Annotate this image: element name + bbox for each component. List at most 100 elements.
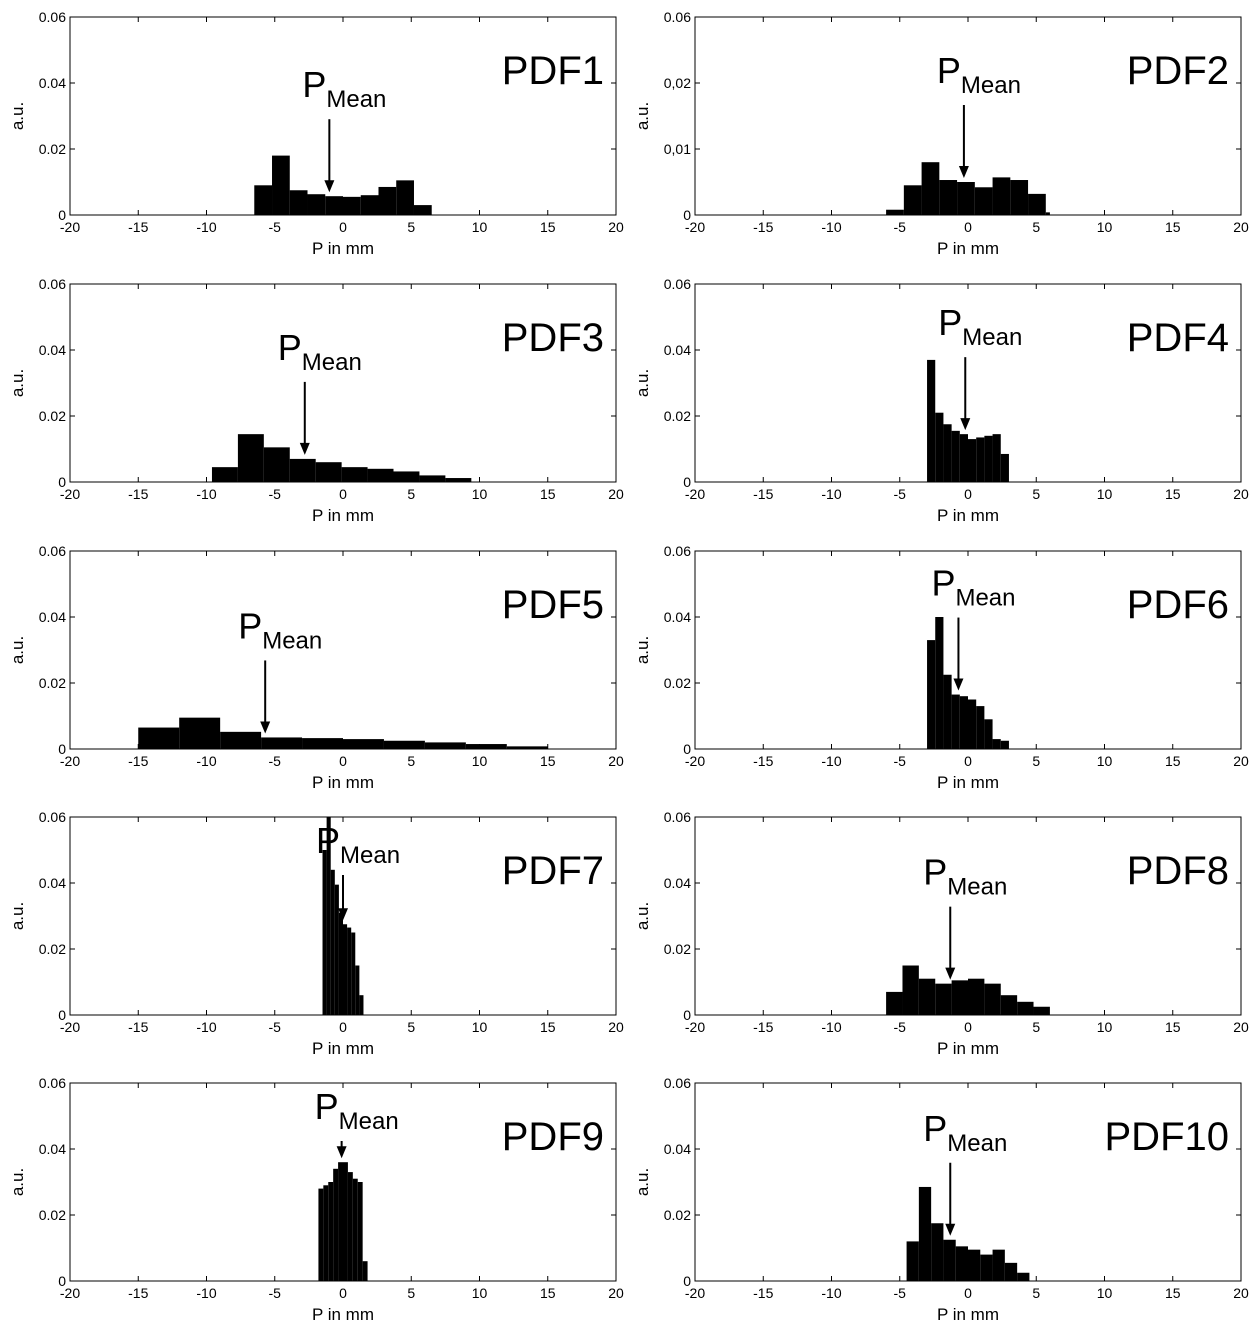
pmean-subscript: Mean <box>340 842 400 869</box>
x-tick-label: -10 <box>821 486 841 502</box>
x-tick-label: 0 <box>964 753 972 769</box>
x-tick-label: 0 <box>964 1019 972 1035</box>
y-tick-label: 0.02 <box>39 408 66 424</box>
x-tick-label: 5 <box>1032 1285 1040 1301</box>
x-tick-label: -15 <box>128 1019 148 1035</box>
y-tick-label: 0,02 <box>664 75 691 91</box>
x-tick-label: -20 <box>685 1019 705 1035</box>
histogram-bar <box>357 1182 363 1281</box>
chart-panel-5: -20 -15 -10 -5 0 5 10 15 20 0 0.02 0.04 0.06 P in mm a… <box>8 543 624 792</box>
x-tick-label: 5 <box>407 486 415 502</box>
x-tick-label: -15 <box>128 1285 148 1301</box>
histogram-bar <box>903 185 922 215</box>
y-tick-label: 0.06 <box>39 809 66 825</box>
histogram-bar <box>918 978 936 1015</box>
x-tick-label: -5 <box>269 219 282 235</box>
x-tick-label: -20 <box>60 1285 80 1301</box>
pmean-subscript: Mean <box>961 72 1021 99</box>
y-tick-label: 0.04 <box>39 609 66 625</box>
pmean-label: PMean <box>937 50 1021 99</box>
y-tick-label: 0.04 <box>664 342 691 358</box>
histogram-bar <box>325 196 343 215</box>
histogram-bar <box>927 359 936 482</box>
histogram-bar <box>974 187 993 215</box>
x-tick-label: -15 <box>753 753 773 769</box>
y-tick-label: 0.06 <box>39 9 66 25</box>
pmean-symbol: P <box>278 327 302 368</box>
histogram-bar <box>943 424 952 482</box>
x-tick-label: 10 <box>1097 1285 1113 1301</box>
panel-title: PDF5 <box>502 583 604 627</box>
x-tick-label: -5 <box>269 486 282 502</box>
x-tick-label: -15 <box>753 486 773 502</box>
y-tick-label: 0.06 <box>39 276 66 292</box>
x-tick-label: -15 <box>753 219 773 235</box>
y-tick-label: 0.06 <box>39 543 66 559</box>
y-axis-label: a.u. <box>8 636 27 664</box>
histogram-bar <box>992 739 1001 749</box>
x-tick-label: 0 <box>964 486 972 502</box>
x-tick-label: -20 <box>60 219 80 235</box>
pmean-symbol: P <box>937 50 961 91</box>
x-axis-label: P in mm <box>312 506 374 525</box>
histogram-bar <box>307 194 326 215</box>
histogram-bar <box>322 850 327 1015</box>
x-tick-label: 10 <box>472 219 488 235</box>
pmean-label: PMean <box>923 852 1007 901</box>
histogram-bar <box>980 1254 993 1281</box>
pmean-label: PMean <box>316 820 400 869</box>
x-tick-label: 10 <box>472 753 488 769</box>
histogram-bar <box>951 430 960 482</box>
pmean-label: PMean <box>938 302 1022 351</box>
x-tick-label: 0 <box>339 486 347 502</box>
y-tick-label: 0.04 <box>39 342 66 358</box>
x-tick-label: 15 <box>540 753 556 769</box>
histogram-bar <box>352 1178 358 1281</box>
x-tick-label: -15 <box>128 753 148 769</box>
histogram-bar <box>351 932 356 1015</box>
histogram-bar <box>326 817 331 1015</box>
x-tick-label: -15 <box>753 1285 773 1301</box>
x-tick-label: 20 <box>608 1019 624 1035</box>
histogram-bar <box>341 467 368 482</box>
pmean-subscript: Mean <box>339 1108 399 1135</box>
x-tick-label: 5 <box>407 219 415 235</box>
x-tick-label: 0 <box>339 1019 347 1035</box>
pmean-subscript: Mean <box>326 86 386 113</box>
x-tick-label: 15 <box>540 486 556 502</box>
histogram-bar <box>906 1241 919 1281</box>
histogram-bar <box>1000 740 1009 749</box>
histogram-bar <box>328 1182 334 1281</box>
y-tick-label: 0 <box>58 1007 66 1023</box>
y-tick-label: 0.06 <box>664 9 691 25</box>
x-tick-label: 15 <box>540 1285 556 1301</box>
histogram-bar <box>445 478 472 482</box>
panel-title: PDF8 <box>1127 849 1229 893</box>
x-tick-label: -10 <box>196 1019 216 1035</box>
pmean-symbol: P <box>931 563 955 604</box>
x-tick-label: -20 <box>60 486 80 502</box>
x-tick-label: -10 <box>196 753 216 769</box>
panel-title: PDF9 <box>502 1115 604 1159</box>
y-tick-label: 0.02 <box>664 941 691 957</box>
histogram-bar <box>984 435 993 482</box>
y-tick-label: 0.02 <box>664 675 691 691</box>
x-tick-label: -15 <box>128 486 148 502</box>
histogram-bar <box>465 744 507 749</box>
y-tick-label: 0.02 <box>39 141 66 157</box>
x-axis-label: P in mm <box>937 1039 999 1058</box>
x-tick-label: 20 <box>608 486 624 502</box>
histogram-bar <box>955 1246 968 1281</box>
y-axis-label: a.u. <box>633 636 652 664</box>
histogram-bar <box>393 471 420 482</box>
y-axis-label: a.u. <box>633 1168 652 1196</box>
pmean-arrow-head <box>953 678 964 691</box>
x-tick-label: -10 <box>821 753 841 769</box>
x-tick-label: -20 <box>685 486 705 502</box>
x-tick-label: 15 <box>1165 219 1181 235</box>
x-axis-label: P in mm <box>937 506 999 525</box>
x-tick-label: -5 <box>894 486 907 502</box>
histogram-bar <box>506 746 548 749</box>
histogram-bar <box>935 617 944 749</box>
x-tick-label: -10 <box>196 219 216 235</box>
